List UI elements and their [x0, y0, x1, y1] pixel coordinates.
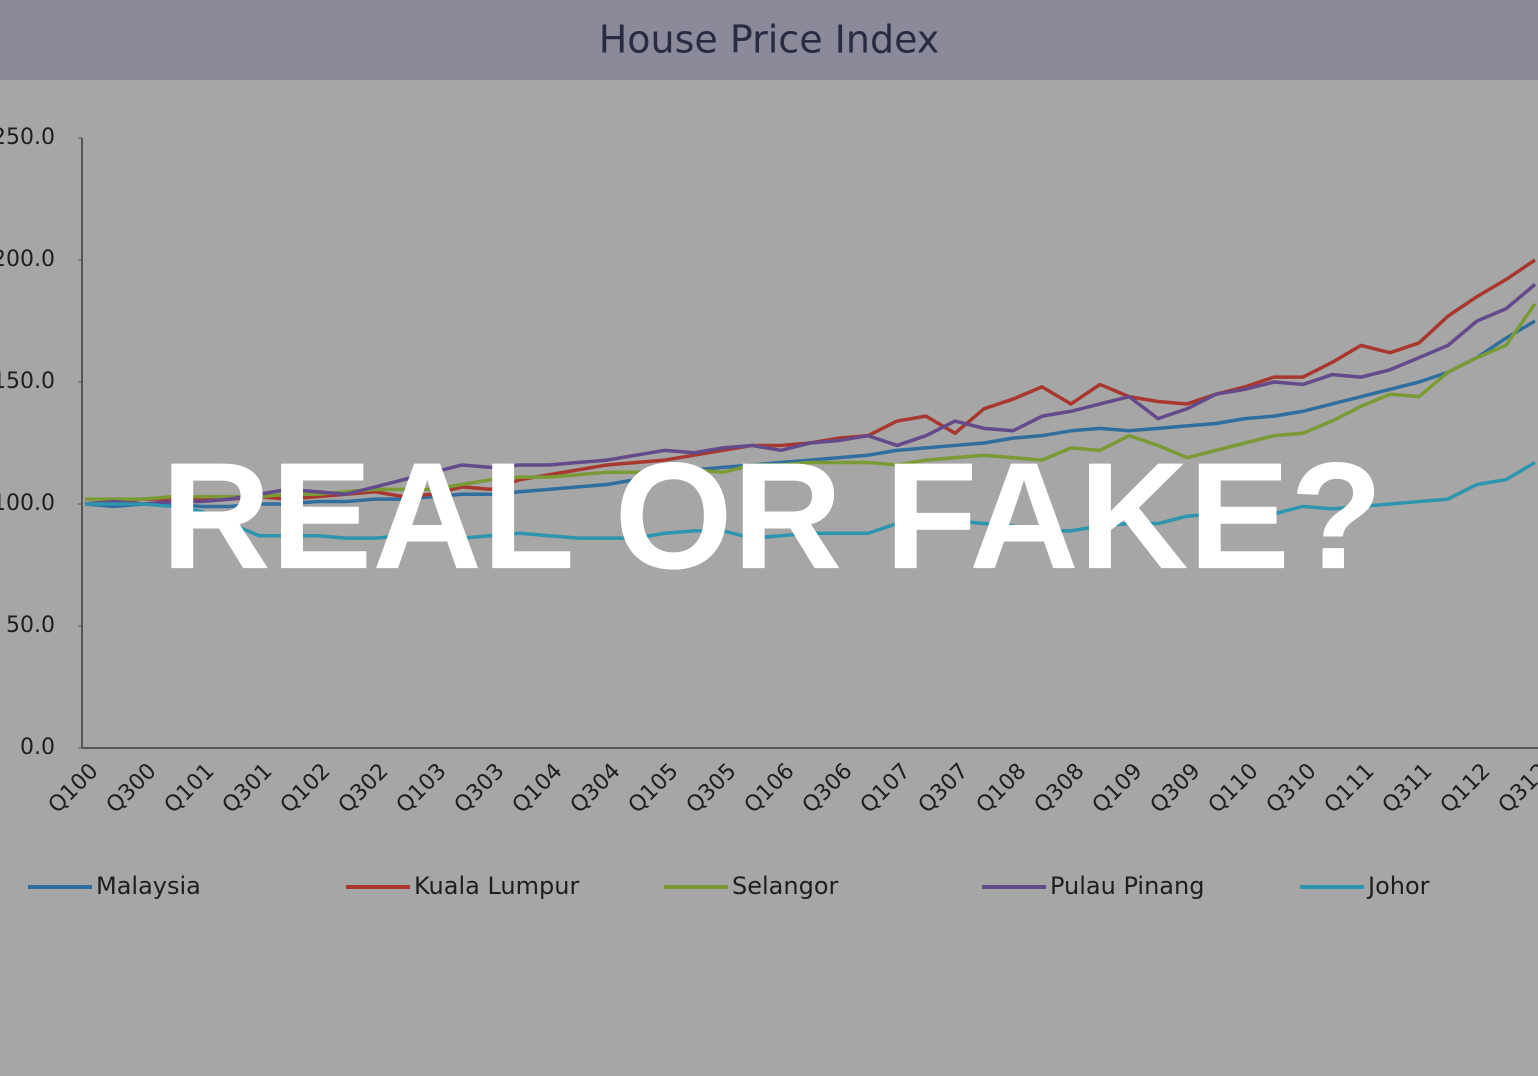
series-line [85, 461, 1536, 540]
y-tick-label: 50.0 [6, 613, 55, 638]
chart-title: House Price Index [599, 18, 940, 62]
overlay-text: REAL OR FAKE? [161, 431, 1383, 601]
legend-label: Pulau Pinang [1050, 872, 1204, 900]
y-tick-label: 200.0 [0, 247, 55, 272]
title-band [0, 0, 1538, 80]
y-tick-label: 250.0 [0, 125, 55, 150]
y-tick-label: 0.0 [20, 735, 55, 760]
legend-label: Selangor [732, 872, 839, 900]
series-line [84, 283, 1537, 506]
y-tick-label: 100.0 [0, 491, 55, 516]
legend-label: Johor [1366, 872, 1430, 900]
legend-label: Kuala Lumpur [414, 872, 579, 900]
y-tick-label: 150.0 [0, 369, 55, 394]
series-line [84, 319, 1536, 509]
legend-label: Malaysia [96, 872, 201, 900]
